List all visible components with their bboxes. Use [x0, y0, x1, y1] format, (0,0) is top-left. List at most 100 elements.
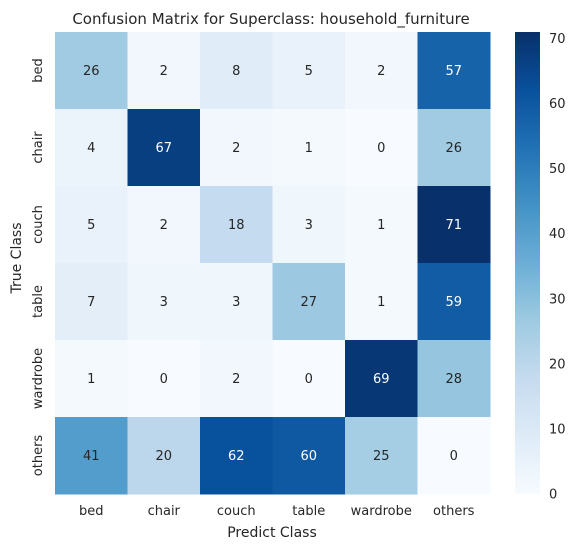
heatmap-cell: [127, 417, 201, 495]
cell-value-label: 2: [232, 372, 240, 387]
heatmap-cell: [55, 340, 128, 418]
colorbar-tick-label: 50: [549, 162, 566, 177]
cell-value-label: 59: [445, 295, 462, 310]
heatmap-cell: [200, 186, 273, 264]
cell-value-label: 20: [155, 449, 172, 464]
colorbar-tick-label: 40: [549, 227, 566, 242]
x-tick-label: chair: [148, 504, 181, 519]
colorbar-tick-label: 60: [549, 97, 566, 112]
cell-value-label: 57: [445, 64, 462, 79]
cell-value-label: 18: [228, 218, 245, 233]
cell-value-label: 8: [232, 64, 240, 79]
heatmap-cell: [200, 340, 273, 418]
x-tick-label: bed: [79, 504, 104, 519]
heatmap-cell: [345, 340, 418, 418]
heatmap-cell: [55, 186, 128, 264]
cell-value-label: 0: [160, 372, 168, 387]
heatmap-cell: [55, 417, 128, 495]
y-tick-label: couch: [31, 205, 46, 244]
heatmap-cell: [272, 263, 346, 341]
chart-title: Confusion Matrix for Superclass: househo…: [72, 10, 469, 29]
colorbar-tick-label: 30: [549, 292, 566, 307]
cell-value-label: 28: [445, 372, 462, 387]
y-tick-label: others: [31, 435, 46, 477]
heatmap-cell: [272, 417, 346, 495]
heatmap-cell: [345, 417, 418, 495]
colorbar-tick-label: 70: [549, 32, 566, 47]
colorbar-tick-label: 10: [549, 422, 566, 437]
heatmap-cell: [272, 186, 346, 264]
cell-value-label: 71: [445, 218, 462, 233]
y-tick-label: chair: [31, 131, 46, 164]
cell-value-label: 1: [87, 372, 95, 387]
heatmap-cell: [127, 340, 201, 418]
cell-value-label: 62: [228, 449, 245, 464]
cell-value-label: 3: [232, 295, 240, 310]
heatmap-cell: [127, 263, 201, 341]
cell-value-label: 69: [373, 372, 390, 387]
heatmap-cell: [55, 32, 128, 110]
heatmap-cell: [345, 263, 418, 341]
cell-value-label: 1: [377, 218, 385, 233]
cell-value-label: 7: [87, 295, 95, 310]
heatmap-cell: [417, 340, 491, 418]
colorbar: [515, 32, 540, 494]
cell-value-label: 1: [305, 141, 313, 156]
colorbar-tick-label: 20: [549, 357, 566, 372]
x-tick-label: couch: [217, 504, 256, 519]
y-axis-ticks: bed chair couch table wardrobe others: [31, 58, 46, 476]
cell-value-label: 26: [445, 141, 462, 156]
heatmap-cell: [200, 263, 273, 341]
x-tick-label: others: [433, 504, 475, 519]
heatmap-cell: [417, 109, 491, 187]
cell-value-label: 2: [377, 64, 385, 79]
heatmap-cell: [272, 109, 346, 187]
heatmap-cell: [417, 32, 491, 110]
y-axis-label: True Class: [9, 222, 25, 294]
cell-value-label: 67: [155, 141, 172, 156]
cell-value-label: 27: [300, 295, 317, 310]
heatmap-cell: [345, 109, 418, 187]
colorbar-tick-label: 0: [549, 488, 557, 503]
colorbar-ticks: 0 10 20 30 40 50 60 70: [549, 32, 566, 502]
heatmap-cell: [200, 417, 273, 495]
heatmap-cell: [55, 263, 128, 341]
cell-value-label: 60: [300, 449, 317, 464]
heatmap-cell: [200, 109, 273, 187]
heatmap-cell: [272, 340, 346, 418]
x-tick-label: table: [292, 504, 325, 519]
heatmap-cell: [55, 109, 128, 187]
y-tick-label: wardrobe: [31, 348, 46, 409]
cell-value-label: 0: [305, 372, 313, 387]
heatmap-cell: [127, 109, 201, 187]
y-tick-label: table: [31, 285, 46, 318]
heatmap-cell: [200, 32, 273, 110]
cell-value-label: 26: [83, 64, 100, 79]
x-axis-ticks: bed chair couch table wardrobe others: [79, 504, 475, 519]
heatmap-cell: [127, 32, 201, 110]
heatmap-cell: [345, 32, 418, 110]
heatmap-cell: [417, 417, 491, 495]
x-tick-label: wardrobe: [351, 504, 412, 519]
cell-value-label: 41: [83, 449, 100, 464]
cell-value-label: 2: [160, 64, 168, 79]
cell-value-label: 4: [87, 141, 95, 156]
heatmap-cell: [345, 186, 418, 264]
heatmap-cells: 26 2 8 5 2 574 67 2 1 0 265 2 18 3 1 717 3 3 27 1 591 0 2 0 69 28…: [55, 32, 491, 495]
cell-value-label: 2: [160, 218, 168, 233]
heatmap-cell: [127, 186, 201, 264]
heatmap-cell: [272, 32, 346, 110]
heatmap-cell: [417, 186, 491, 264]
cell-value-label: 5: [87, 218, 95, 233]
cell-value-label: 0: [450, 449, 458, 464]
heatmap-cell: [417, 263, 491, 341]
cell-value-label: 1: [377, 295, 385, 310]
cell-value-label: 3: [160, 295, 168, 310]
cell-value-label: 3: [305, 218, 313, 233]
cell-value-label: 25: [373, 449, 390, 464]
x-axis-label: Predict Class: [227, 525, 317, 541]
cell-value-label: 2: [232, 141, 240, 156]
y-tick-label: bed: [31, 58, 46, 83]
cell-value-label: 5: [305, 64, 313, 79]
